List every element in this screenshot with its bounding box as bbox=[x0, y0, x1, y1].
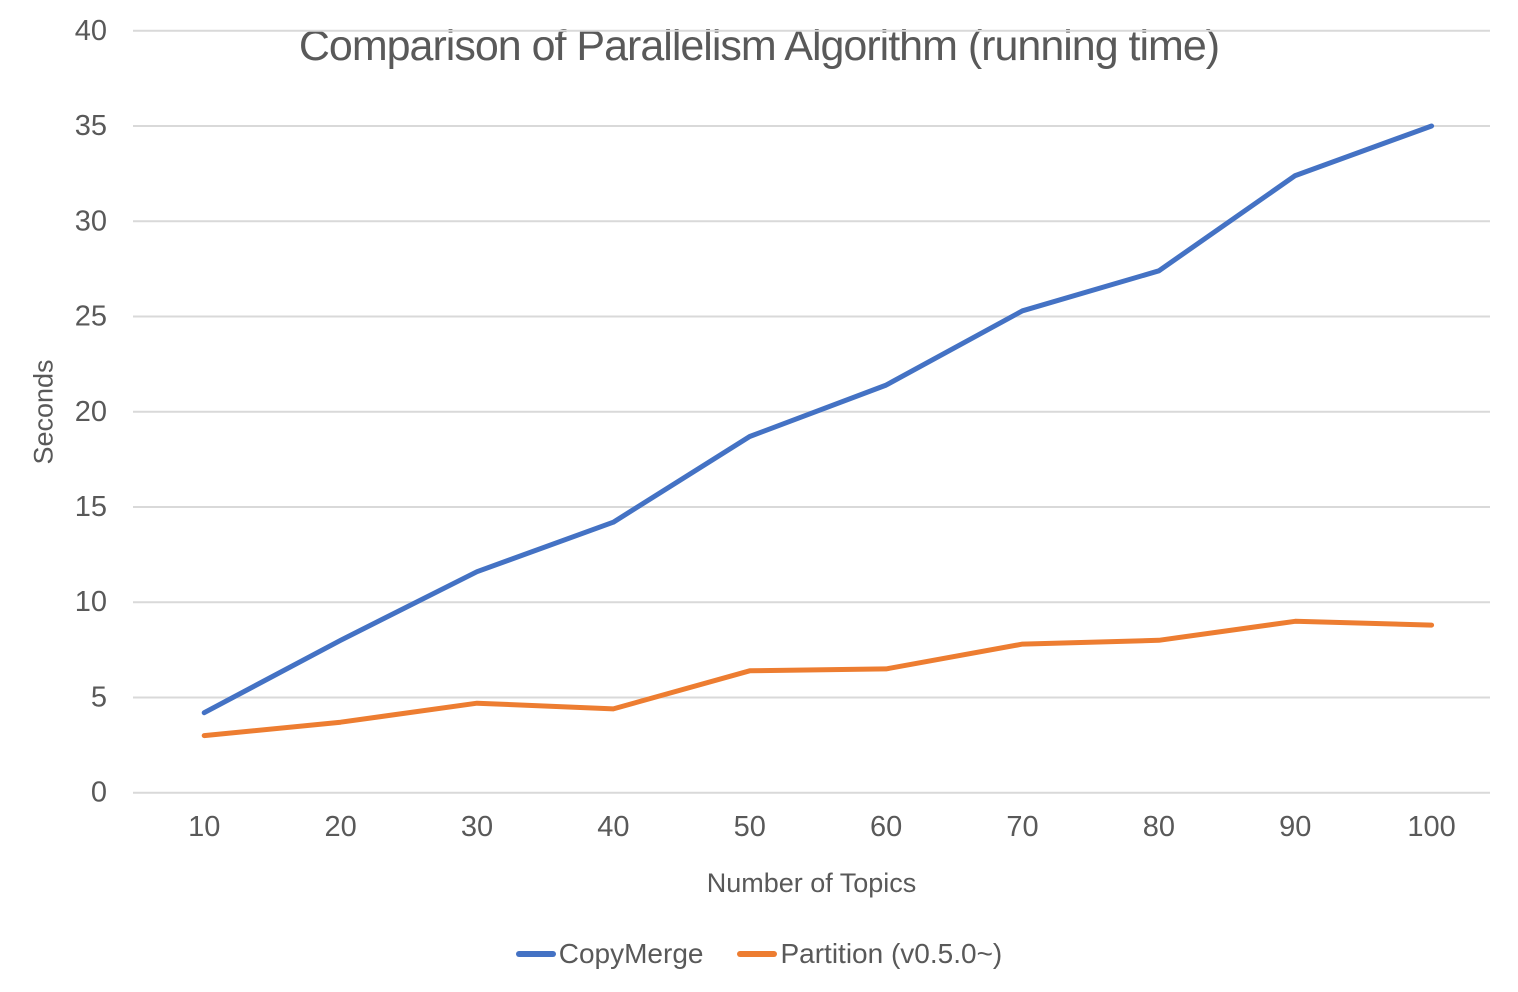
x-tick-label: 10 bbox=[188, 811, 220, 843]
x-tick-label: 50 bbox=[734, 811, 766, 843]
legend-item: Partition (v0.5.0~) bbox=[737, 938, 1002, 970]
y-tick-label: 10 bbox=[75, 586, 107, 618]
legend-label: Partition (v0.5.0~) bbox=[780, 938, 1003, 969]
legend: CopyMerge Partition (v0.5.0~) bbox=[0, 938, 1518, 970]
y-tick-label: 15 bbox=[75, 491, 107, 523]
y-tick-label: 0 bbox=[91, 777, 107, 809]
y-tick-label: 40 bbox=[75, 15, 107, 47]
y-tick-label: 35 bbox=[75, 110, 107, 142]
legend-label: CopyMerge bbox=[558, 938, 704, 969]
series-line-partition-v0-5-0- bbox=[201, 618, 1435, 739]
y-tick-label: 5 bbox=[91, 681, 107, 713]
x-tick-label: 40 bbox=[597, 811, 629, 843]
x-tick-label: 60 bbox=[870, 811, 902, 843]
y-tick-label: 25 bbox=[75, 301, 107, 333]
x-tick-label: 80 bbox=[1143, 811, 1175, 843]
x-axis-title: Number of Topics bbox=[706, 868, 917, 898]
x-tick-label: 90 bbox=[1279, 811, 1311, 843]
y-tick-label: 30 bbox=[75, 205, 107, 237]
y-axis-title: Seconds bbox=[28, 359, 59, 465]
y-tick-label: 20 bbox=[75, 396, 107, 428]
x-tick-label: 20 bbox=[324, 811, 356, 843]
legend-item: CopyMerge bbox=[515, 938, 704, 970]
legend-line-swatch bbox=[737, 951, 778, 957]
series-line-copymerge bbox=[201, 123, 1435, 716]
x-tick-label: 100 bbox=[1407, 811, 1455, 843]
x-tick-label: 70 bbox=[1006, 811, 1038, 843]
x-tick-label: 30 bbox=[461, 811, 493, 843]
legend-line-swatch bbox=[515, 951, 556, 957]
